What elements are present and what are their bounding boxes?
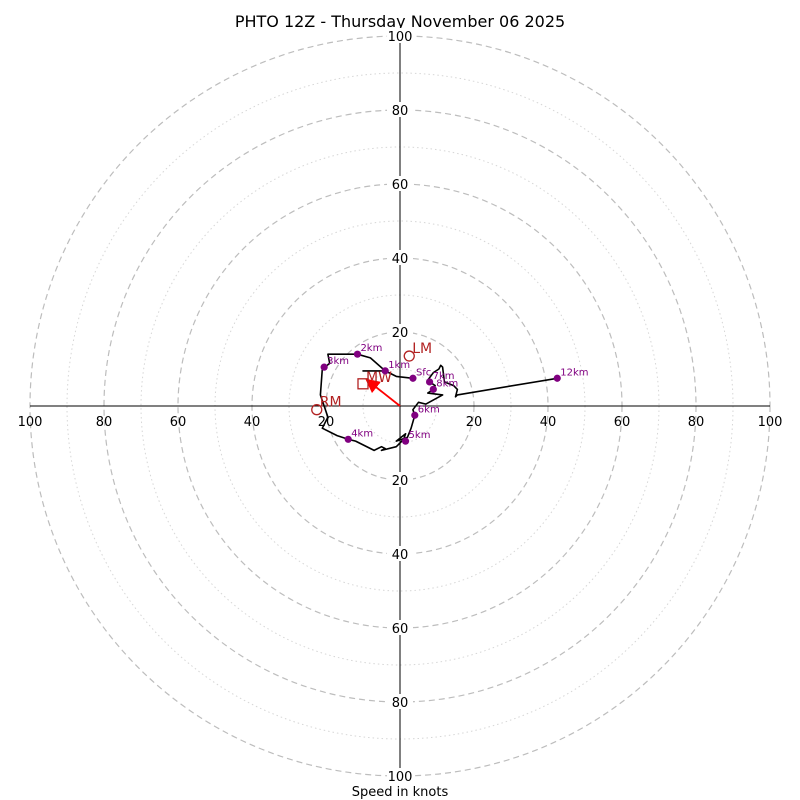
y-tick-top-40: 40: [392, 252, 409, 267]
storm-label-rm: RM: [320, 395, 342, 411]
x-axis-label: Speed in knots: [352, 785, 449, 800]
height-marker-1km: [381, 367, 389, 375]
height-marker-7km: [426, 378, 434, 386]
y-tick-bg-top-60: [387, 176, 413, 191]
x-tick-right-40: 40: [540, 415, 557, 430]
y-tick-bg-top-40: [387, 250, 413, 265]
height-marker-3km: [320, 363, 328, 371]
y-tick-bottom-60: 60: [392, 622, 409, 637]
height-marker-5km: [401, 437, 410, 445]
hodograph-trace-group: [319, 353, 558, 452]
height-label-4km: 4km: [351, 428, 373, 439]
height-marker-12km: [553, 374, 561, 382]
height-marker-8km: [429, 385, 437, 393]
height-marker-4km: [344, 435, 352, 443]
y-tick-top-60: 60: [392, 178, 409, 193]
storm-marker-mw: [357, 378, 369, 390]
height-label-8km: 8km: [436, 378, 458, 389]
x-tick-right-60: 60: [614, 415, 631, 430]
height-label-5km: 5km: [409, 430, 431, 441]
x-tick-right-20: 20: [466, 415, 483, 430]
y-tick-top-100: 100: [388, 30, 413, 45]
y-tick-bottom-100: 100: [388, 770, 413, 785]
x-tick-right-100: 100: [758, 415, 783, 430]
x-tick-right-80: 80: [688, 415, 705, 430]
height-marker-sfc: [409, 374, 417, 382]
chart-title: PHTO 12Z - Thursday November 06 2025: [235, 12, 565, 31]
height-label-1km: 1km: [388, 360, 410, 371]
height-label-3km: 3km: [327, 356, 349, 367]
y-tick-bg-bottom-20: [387, 472, 413, 487]
height-label-sfc: Sfc: [416, 367, 431, 378]
height-marker-6km: [411, 411, 419, 419]
y-tick-bottom-80: 80: [392, 696, 409, 711]
height-label-12km: 12km: [560, 367, 588, 378]
y-tick-bg-bottom-40: [387, 546, 413, 561]
height-label-2km: 2km: [360, 343, 382, 354]
y-tick-bg-top-100: [387, 28, 413, 43]
y-tick-top-80: 80: [392, 104, 409, 119]
storm-marker-rm: [311, 404, 323, 416]
x-tick-left-100: 100: [18, 415, 43, 430]
storm-marker-lm: [403, 350, 415, 362]
height-label-6km: 6km: [418, 404, 440, 415]
y-tick-bottom-40: 40: [392, 548, 409, 563]
y-tick-top-20: 20: [392, 326, 409, 341]
y-tick-bottom-20: 20: [392, 474, 409, 489]
hodograph-line: [319, 353, 558, 452]
storm-label-lm: LM: [412, 341, 432, 357]
x-tick-left-40: 40: [244, 415, 261, 430]
shear-vector-arrow: [365, 378, 401, 407]
y-tick-bg-bottom-100: [387, 768, 413, 783]
x-tick-left-80: 80: [96, 415, 113, 430]
y-tick-bg-top-80: [387, 102, 413, 117]
height-marker-2km: [353, 350, 362, 358]
y-tick-bg-bottom-80: [387, 694, 413, 709]
height-label-7km: 7km: [433, 371, 455, 382]
y-tick-bg-top-20: [387, 324, 413, 339]
x-tick-left-60: 60: [170, 415, 187, 430]
y-tick-bg-bottom-60: [387, 620, 413, 635]
